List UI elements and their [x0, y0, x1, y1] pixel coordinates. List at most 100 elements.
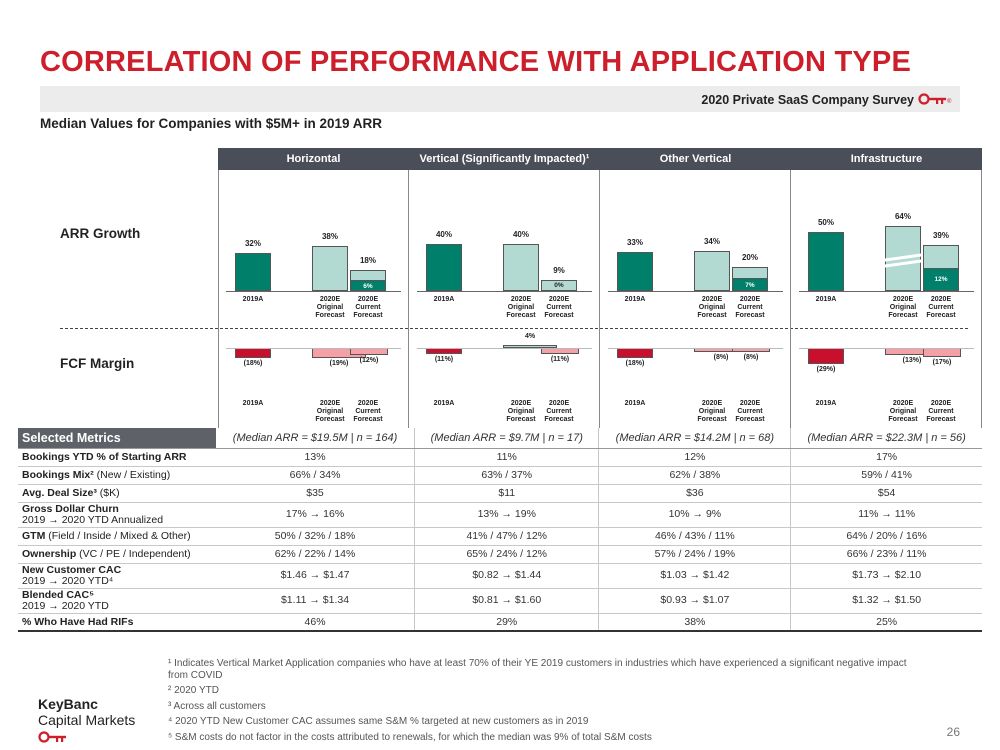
arr-bar-current — [541, 280, 577, 291]
table-row: Gross Dollar Churn 2019 → 2020 YTD Annual… — [18, 502, 982, 528]
footnote: ³ Across all customers — [168, 700, 266, 712]
arr-x-label-2019: 2019A — [242, 296, 264, 303]
chart-panel — [218, 170, 409, 428]
fcf-x-label-current: 2020E Current Forecast — [735, 400, 765, 423]
table-row: GTM (Field / Inside / Mixed & Other) 50% … — [18, 527, 982, 546]
fcf-baseline — [608, 348, 783, 349]
fcf-value-2019: (29%) — [816, 365, 836, 373]
column-header: Infrastructure — [791, 148, 982, 170]
fcf-x-label-2019: 2019A — [815, 400, 837, 407]
fcf-value-original: (8%) — [713, 354, 729, 362]
metric-value: $0.93 → $1.07 — [598, 588, 791, 614]
fcf-baseline — [226, 348, 401, 349]
fcf-value-2019: (11%) — [434, 356, 454, 364]
fcf-x-label-2019: 2019A — [624, 400, 646, 407]
footnote: ⁴ 2020 YTD New Customer CAC assumes same… — [168, 716, 589, 727]
metric-value: 62% / 22% / 14% — [216, 545, 415, 564]
arr-value-original: 34% — [703, 236, 720, 246]
logo-line2: Capital Markets — [38, 712, 136, 728]
metric-value: 50% / 32% / 18% — [216, 527, 415, 546]
column-header: Vertical (Significantly Impacted)¹ — [409, 148, 600, 170]
arr-bar-current-inner: 6% — [350, 279, 386, 291]
fcf-baseline — [799, 348, 974, 349]
footnote: ⁵ S&M costs do not factor in the costs a… — [168, 731, 652, 743]
arr-growth-label: ARR Growth — [60, 226, 141, 241]
metric-label: Bookings Mix² (New / Existing) — [18, 466, 216, 485]
median-arr-label: (Median ARR = $14.2M | n = 68) — [598, 428, 791, 449]
arr-bar-2019 — [808, 232, 844, 291]
fcf-x-label-current: 2020E Current Forecast — [926, 400, 956, 423]
metric-label: GTM (Field / Inside / Mixed & Other) — [18, 527, 216, 546]
metric-value: $54 — [790, 484, 982, 503]
arr-baseline — [417, 291, 592, 292]
arr-bar-2019 — [426, 243, 462, 291]
fcf-x-label-current: 2020E Current Forecast — [353, 400, 383, 423]
metric-value: 59% / 41% — [790, 466, 982, 485]
footnote: ² 2020 YTD — [168, 685, 219, 696]
arr-bar-original — [503, 243, 539, 291]
table-row: % Who Have Had RIFs 46% 29% 38% 25% — [18, 613, 982, 632]
fcf-x-label-original: 2020E Original Forecast — [315, 400, 345, 423]
arr-x-label-2019: 2019A — [815, 296, 837, 303]
metric-value: 29% — [414, 613, 599, 632]
table-row: Ownership (VC / PE / Independent) 62% / 2… — [18, 545, 982, 564]
arr-x-label-current: 2020E Current Forecast — [926, 296, 956, 319]
metric-value: 46% — [216, 613, 415, 632]
metric-value: $1.11 → $1.34 — [216, 588, 415, 614]
fcf-value-original: (13%) — [902, 357, 922, 365]
table-row: New Customer CAC 2019 → 2020 YTD⁴ $1.46 → … — [18, 563, 982, 589]
arr-value-original: 38% — [321, 232, 338, 242]
table-row: Blended CAC⁵ 2019 → 2020 YTD $1.11 → $1.34… — [18, 588, 982, 614]
column-header: Other Vertical — [600, 148, 791, 170]
arr-bar-current-inner: 12% — [923, 268, 959, 291]
metric-value: $1.32 → $1.50 — [790, 588, 982, 614]
fcf-x-label-2019: 2019A — [433, 400, 455, 407]
metric-value: 13% → 19% — [414, 502, 599, 528]
fcf-bar-original — [503, 345, 557, 348]
fcf-value-2019: (18%) — [243, 359, 263, 367]
metric-value: 62% / 38% — [598, 466, 791, 485]
column-header: Horizontal — [218, 148, 409, 170]
fcf-value-current: (8%) — [743, 354, 759, 362]
arr-value-2019: 50% — [817, 218, 834, 227]
arr-bar-original — [694, 250, 730, 291]
metrics-header-row: Selected Metrics (Median ARR = $19.5M | n… — [18, 428, 982, 449]
arr-baseline — [608, 291, 783, 292]
fcf-x-label-original: 2020E Original Forecast — [506, 400, 536, 423]
fcf-value-current: (11%) — [550, 356, 570, 364]
arr-value-original: 40% — [512, 229, 529, 239]
metric-value: $1.73 → $2.10 — [790, 563, 982, 589]
arr-bar-current-inner: 0% — [554, 282, 564, 289]
chart-panel — [409, 170, 600, 428]
arr-x-label-current: 2020E Current Forecast — [353, 296, 383, 319]
fcf-value-original: (19%) — [329, 360, 349, 368]
metric-value: 63% / 37% — [414, 466, 599, 485]
metric-value: $1.46 → $1.47 — [216, 563, 415, 589]
metric-value: $1.03 → $1.42 — [598, 563, 791, 589]
metric-label: Blended CAC⁵ 2019 → 2020 YTD — [18, 588, 216, 614]
arr-x-label-current: 2020E Current Forecast — [735, 296, 765, 319]
page-title: CORRELATION OF PERFORMANCE WITH APPLICAT… — [40, 46, 911, 78]
arr-value-2019: 32% — [244, 239, 261, 249]
metric-value: 38% — [598, 613, 791, 632]
arr-x-label-original: 2020E Original Forecast — [315, 296, 345, 319]
metric-value: 10% → 9% — [598, 502, 791, 528]
arr-value-2019: 33% — [626, 238, 643, 248]
table-row: Bookings YTD % of Starting ARR 13% 11% 12% 1… — [18, 448, 982, 467]
fcf-margin-label: FCF Margin — [60, 356, 135, 371]
arr-value-current: 20% — [741, 253, 758, 263]
keybanc-logo: KeyBanc Capital Markets — [38, 696, 135, 749]
page-subtitle: Median Values for Companies with $5M+ in… — [40, 116, 382, 131]
median-arr-label: (Median ARR = $9.7M | n = 17) — [414, 428, 599, 449]
arr-value-current: 9% — [553, 266, 565, 276]
arr-x-label-2019: 2019A — [624, 296, 646, 303]
fcf-x-label-current: 2020E Current Forecast — [544, 400, 574, 423]
fcf-value-current: (17%) — [932, 359, 952, 367]
survey-banner: 2020 Private SaaS Company Survey ® — [40, 86, 960, 112]
arr-bar-2019 — [235, 253, 271, 291]
metric-value: 12% — [598, 448, 791, 467]
section-divider — [60, 328, 968, 329]
metric-value: 13% — [216, 448, 415, 467]
arr-bar-2019 — [617, 252, 653, 291]
metric-value: 66% / 34% — [216, 466, 415, 485]
